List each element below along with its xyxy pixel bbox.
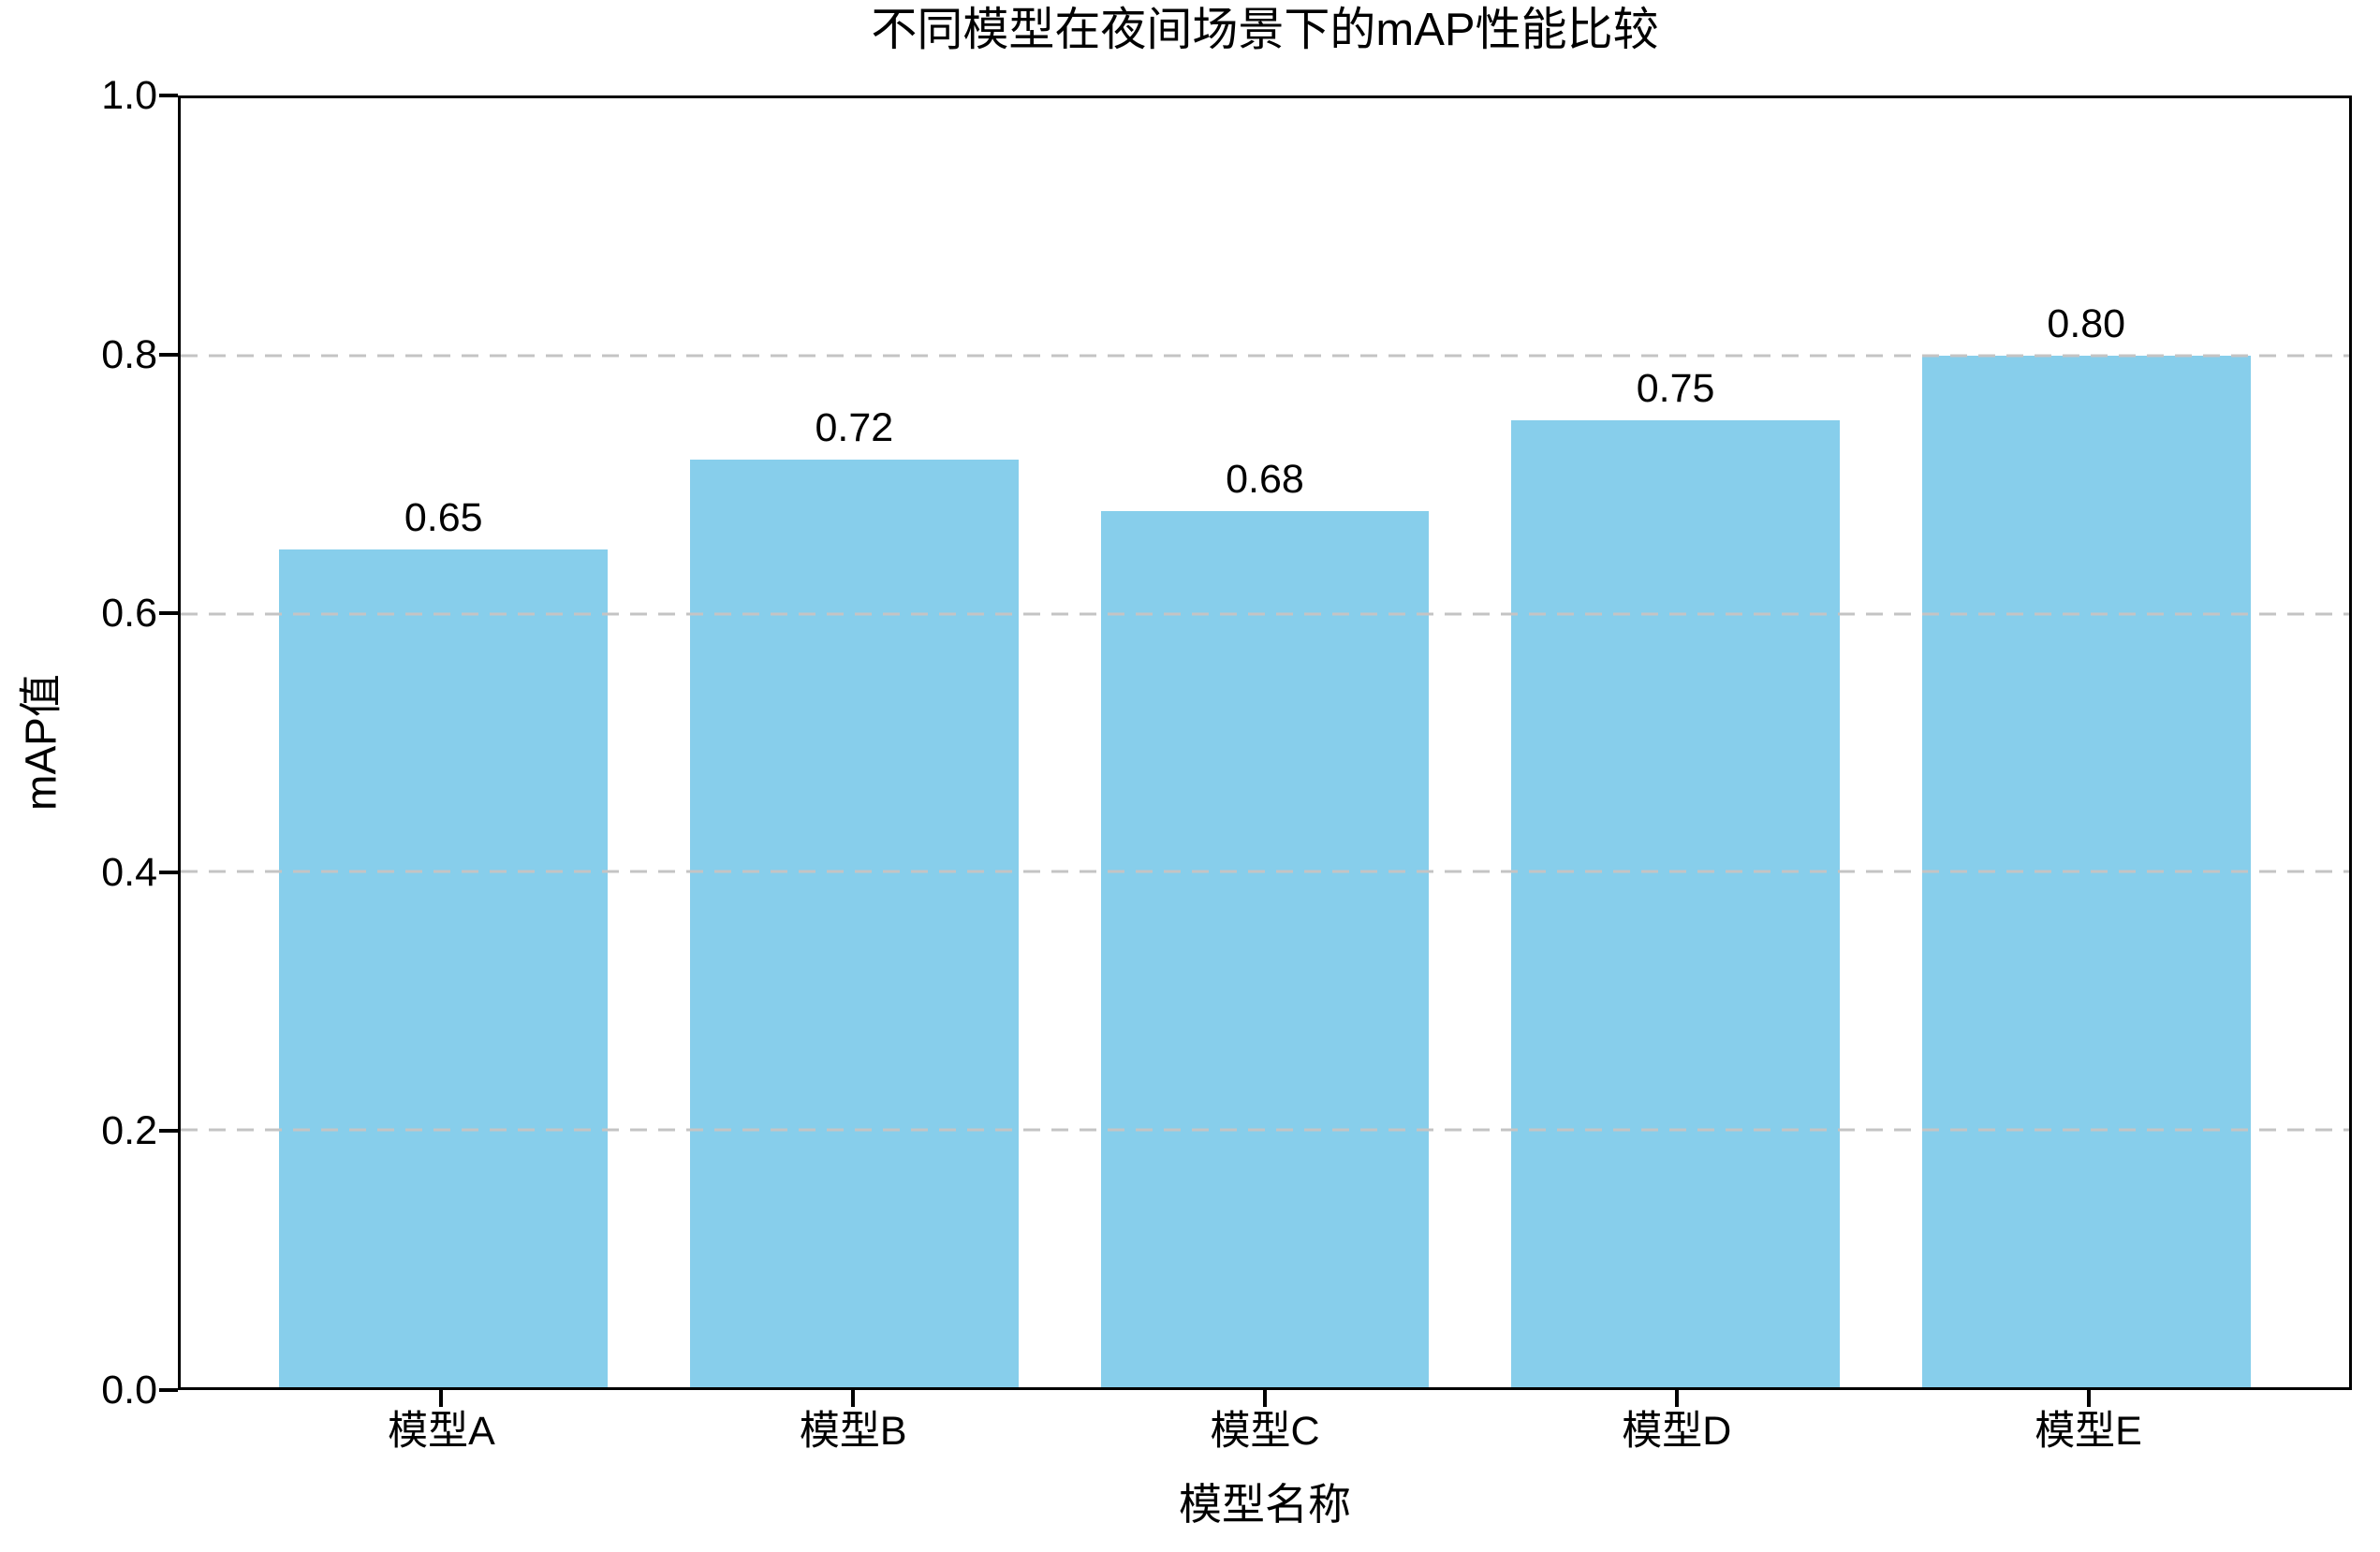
y-tick-label: 0.0 — [101, 1368, 157, 1413]
x-tick-mark — [439, 1390, 444, 1407]
x-tick-label-model-e: 模型E — [2035, 1409, 2142, 1454]
y-tick-mark — [159, 94, 178, 97]
y-axis-tick-marks — [159, 94, 178, 1392]
gridline-0-4 — [181, 870, 2349, 873]
x-axis-label: 模型名称 — [1179, 1480, 1351, 1529]
bar-value-label: 0.72 — [815, 404, 894, 450]
y-axis-label: mAP值 — [16, 674, 66, 811]
y-tick-mark — [159, 611, 178, 616]
bar-value-label: 0.68 — [1226, 456, 1304, 502]
x-tick-mark — [1674, 1390, 1679, 1407]
gridline-0-6 — [181, 612, 2349, 616]
x-axis-tick-marks — [178, 1390, 2352, 1409]
bar-model-a: 0.65 — [279, 497, 609, 1387]
y-axis-tick-labels: 0.0 0.2 0.4 0.6 0.8 1.0 — [0, 75, 157, 1411]
bar-model-d: 0.75 — [1511, 368, 1841, 1387]
y-tick-mark — [159, 1388, 178, 1392]
bar-model-c: 0.68 — [1100, 459, 1430, 1387]
bar-value-label: 0.65 — [404, 494, 483, 540]
x-tick-label-model-d: 模型D — [1622, 1409, 1732, 1454]
bar-value-label: 0.80 — [2047, 301, 2126, 347]
y-tick-label: 1.0 — [101, 73, 157, 118]
x-tick-mark — [2086, 1390, 2091, 1407]
y-tick-mark — [159, 352, 178, 357]
bar-value-label: 0.75 — [1636, 366, 1715, 412]
y-tick-label: 0.2 — [101, 1108, 157, 1154]
y-tick-label: 0.8 — [101, 331, 157, 377]
y-tick-mark — [159, 1129, 178, 1134]
x-tick-label-model-a: 模型A — [388, 1409, 495, 1454]
x-tick-label-model-c: 模型C — [1210, 1409, 1320, 1454]
bar-model-b: 0.72 — [689, 407, 1019, 1387]
gridline-0-2 — [181, 1128, 2349, 1132]
x-tick-mark — [851, 1390, 856, 1407]
y-tick-label: 0.4 — [101, 849, 157, 895]
plot-area: 0.65 0.72 0.68 0.75 0.80 — [178, 95, 2352, 1390]
chart-title: 不同模型在夜间场景下的mAP性能比较 — [871, 5, 1659, 55]
y-tick-label: 0.6 — [101, 591, 157, 637]
y-tick-mark — [159, 870, 178, 874]
x-tick-mark — [1263, 1390, 1267, 1407]
x-tick-label-model-b: 模型B — [799, 1409, 907, 1454]
x-axis-tick-labels: 模型A 模型B 模型C 模型D 模型E — [178, 1409, 2352, 1465]
gridline-0-8 — [181, 354, 2349, 358]
